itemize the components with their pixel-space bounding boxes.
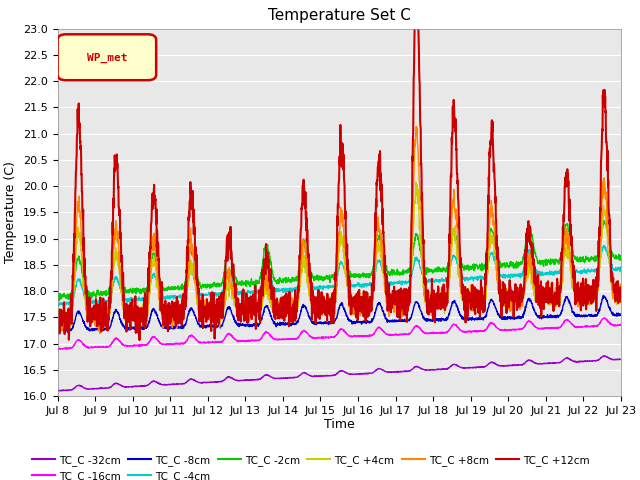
TC_C -2cm bbox=[583, 255, 591, 261]
TC_C +8cm bbox=[368, 297, 376, 303]
TC_C -8cm bbox=[54, 327, 61, 333]
TC_C -4cm bbox=[54, 302, 61, 308]
TC_C +4cm bbox=[504, 294, 511, 300]
TC_C -2cm bbox=[211, 283, 219, 289]
TC_C -16cm bbox=[601, 315, 609, 321]
TC_C +12cm bbox=[583, 290, 591, 296]
TC_C +8cm bbox=[211, 304, 219, 310]
TC_C +8cm bbox=[617, 298, 625, 303]
TC_C -32cm bbox=[58, 388, 66, 394]
TC_C -32cm bbox=[617, 357, 625, 362]
TC_C +12cm bbox=[356, 308, 364, 314]
X-axis label: Time: Time bbox=[324, 419, 355, 432]
TC_C +4cm bbox=[368, 299, 376, 304]
TC_C +4cm bbox=[583, 292, 591, 298]
TC_C -16cm bbox=[617, 322, 625, 327]
TC_C -8cm bbox=[568, 304, 575, 310]
TC_C +4cm bbox=[211, 309, 219, 315]
TC_C -8cm bbox=[56, 328, 64, 334]
TC_C +4cm bbox=[568, 281, 575, 287]
Line: TC_C -2cm: TC_C -2cm bbox=[58, 220, 621, 300]
Title: Temperature Set C: Temperature Set C bbox=[268, 9, 411, 24]
TC_C +8cm bbox=[412, 123, 420, 129]
TC_C -2cm bbox=[356, 274, 364, 280]
Line: TC_C +4cm: TC_C +4cm bbox=[58, 182, 621, 326]
TC_C +4cm bbox=[412, 179, 420, 185]
TC_C -4cm bbox=[583, 269, 591, 275]
TC_C +12cm bbox=[568, 233, 575, 239]
TC_C +12cm bbox=[368, 281, 376, 287]
TC_C -16cm bbox=[55, 346, 63, 352]
Line: TC_C +8cm: TC_C +8cm bbox=[58, 126, 621, 334]
Line: TC_C -16cm: TC_C -16cm bbox=[58, 318, 621, 349]
TC_C -8cm bbox=[617, 312, 625, 318]
TC_C -8cm bbox=[583, 313, 591, 319]
TC_C -8cm bbox=[356, 320, 364, 325]
TC_C -2cm bbox=[55, 298, 63, 303]
Y-axis label: Temperature (C): Temperature (C) bbox=[4, 161, 17, 264]
TC_C -4cm bbox=[211, 291, 219, 297]
TC_C -16cm bbox=[583, 324, 591, 329]
TC_C -2cm bbox=[368, 271, 376, 276]
TC_C +4cm bbox=[54, 324, 62, 329]
TC_C -32cm bbox=[356, 372, 364, 377]
TC_C -4cm bbox=[368, 280, 376, 286]
TC_C -2cm bbox=[54, 293, 61, 299]
FancyBboxPatch shape bbox=[58, 34, 156, 80]
TC_C -16cm bbox=[368, 332, 376, 338]
TC_C -4cm bbox=[55, 303, 63, 309]
TC_C -8cm bbox=[368, 317, 376, 323]
TC_C -2cm bbox=[617, 253, 625, 259]
TC_C -8cm bbox=[211, 324, 219, 329]
TC_C +8cm bbox=[504, 302, 511, 308]
TC_C -32cm bbox=[568, 357, 575, 363]
TC_C +4cm bbox=[617, 300, 625, 305]
TC_C -32cm bbox=[54, 388, 61, 394]
TC_C +12cm bbox=[617, 296, 625, 302]
TC_C +12cm bbox=[136, 337, 143, 343]
Text: WP_met: WP_met bbox=[87, 52, 127, 62]
TC_C -2cm bbox=[568, 243, 575, 249]
TC_C -4cm bbox=[600, 242, 608, 248]
TC_C -16cm bbox=[356, 333, 364, 339]
TC_C +8cm bbox=[356, 302, 364, 308]
TC_C -16cm bbox=[568, 321, 575, 326]
TC_C +12cm bbox=[54, 309, 61, 315]
TC_C +12cm bbox=[504, 295, 511, 300]
TC_C -16cm bbox=[503, 327, 511, 333]
TC_C -16cm bbox=[54, 346, 61, 351]
TC_C -32cm bbox=[601, 353, 609, 359]
Line: TC_C +12cm: TC_C +12cm bbox=[58, 0, 621, 340]
TC_C -2cm bbox=[600, 217, 607, 223]
TC_C -4cm bbox=[617, 264, 625, 270]
TC_C +8cm bbox=[568, 255, 575, 261]
TC_C -2cm bbox=[503, 264, 511, 269]
TC_C -8cm bbox=[600, 293, 607, 299]
Legend: TC_C -32cm, TC_C -16cm, TC_C -8cm, TC_C -4cm, TC_C -2cm, TC_C +4cm, TC_C +8cm, T: TC_C -32cm, TC_C -16cm, TC_C -8cm, TC_C … bbox=[28, 451, 594, 480]
TC_C -16cm bbox=[211, 340, 219, 346]
TC_C +12cm bbox=[211, 319, 219, 324]
TC_C -4cm bbox=[503, 274, 511, 279]
TC_C +8cm bbox=[96, 331, 104, 336]
TC_C -32cm bbox=[368, 370, 376, 376]
TC_C +4cm bbox=[54, 320, 61, 325]
Line: TC_C -32cm: TC_C -32cm bbox=[58, 356, 621, 391]
TC_C -32cm bbox=[211, 379, 219, 384]
TC_C -4cm bbox=[356, 284, 364, 289]
TC_C -32cm bbox=[583, 358, 591, 364]
Line: TC_C -8cm: TC_C -8cm bbox=[58, 296, 621, 331]
TC_C +8cm bbox=[54, 310, 61, 316]
TC_C +8cm bbox=[583, 297, 591, 302]
TC_C +4cm bbox=[356, 303, 364, 309]
Line: TC_C -4cm: TC_C -4cm bbox=[58, 245, 621, 306]
TC_C -32cm bbox=[503, 362, 511, 368]
TC_C -4cm bbox=[568, 257, 575, 263]
TC_C -8cm bbox=[503, 316, 511, 322]
